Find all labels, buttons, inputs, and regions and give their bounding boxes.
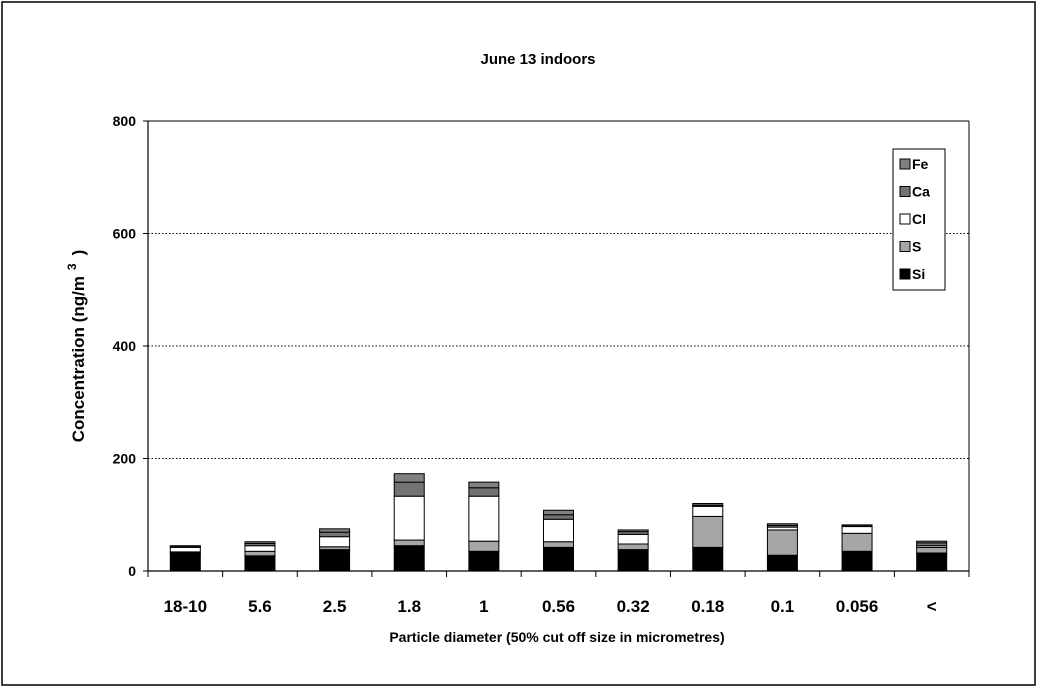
axes [143, 120, 970, 577]
y-tick-label: 400 [113, 338, 137, 354]
bar-segment-si [393, 545, 425, 572]
bar-segment-fe [916, 540, 948, 544]
bar-segment-s [916, 546, 948, 554]
y-axis-label-close: ) [69, 250, 88, 256]
y-tick-label: 600 [113, 226, 137, 242]
bar-segment-fe [617, 529, 649, 533]
legend-label-si: Si [912, 266, 925, 282]
x-tick-label: 2.5 [323, 597, 347, 616]
bar-segment-cl [169, 546, 201, 553]
bar-segment-s [617, 543, 649, 551]
legend-swatch-fe [899, 158, 911, 170]
bar-segment-s [841, 532, 873, 552]
bar-segment-s [766, 529, 798, 556]
bar-segment-s [692, 515, 724, 548]
y-tick-label: 800 [113, 113, 137, 129]
legend-label-fe: Fe [912, 156, 929, 172]
x-tick-label: 18-10 [164, 597, 207, 616]
bar-segment-ca [393, 481, 425, 497]
y-tick-label: 0 [128, 563, 136, 579]
legend-swatch-si [899, 268, 911, 280]
bar-segment-fe [543, 509, 574, 516]
y-tick-labels: 0 200 400 600 800 [113, 113, 137, 579]
svg-text:Concentration (ng/m3): Concentration (ng/m 3) [65, 250, 88, 443]
chart-title: June 13 indoors [480, 51, 595, 68]
bar-segment-s [468, 540, 500, 552]
x-tick-label: 0.1 [771, 597, 795, 616]
x-tick-label: < [927, 597, 937, 616]
bar-segment-si [543, 546, 574, 572]
bar-segment-si [169, 552, 201, 572]
bar-segment-si [468, 550, 500, 572]
x-tick-label: 0.56 [542, 597, 575, 616]
bar-segment-si [244, 555, 276, 572]
legend: Fe Ca Cl S Si [892, 148, 946, 291]
y-tick-label: 200 [113, 451, 137, 467]
bar-segment-cl [692, 505, 724, 517]
bar-segment-fe [319, 528, 351, 533]
legend-label-cl: Cl [912, 211, 926, 227]
bar-segment-si [766, 554, 798, 572]
bar-segment-si [916, 552, 948, 572]
bar-segment-fe [766, 523, 798, 526]
legend-label-ca: Ca [912, 184, 930, 200]
bar-segment-cl [468, 495, 500, 542]
bar-segment-si [617, 549, 649, 572]
bar-segment-ca [543, 514, 574, 520]
bar-segment-ca [468, 487, 500, 497]
legend-swatch-cl [899, 213, 911, 225]
bar-segment-s [244, 550, 276, 557]
bar-segment-cl [319, 536, 351, 548]
bar-segment-cl [543, 518, 574, 543]
x-tick-label: 5.6 [248, 597, 272, 616]
x-axis-label: Particle diameter (50% cut off size in m… [389, 629, 724, 645]
y-axis-label: Concentration (ng/m 3) [65, 250, 88, 443]
x-tick-label: 0.18 [691, 597, 724, 616]
bar-segment-cl [393, 495, 425, 541]
x-tick-label: 1 [479, 597, 488, 616]
bar-segment-fe [468, 481, 500, 489]
bar-segment-cl [841, 526, 873, 534]
x-tick-label: 0.056 [836, 597, 879, 616]
bar-segment-fe [841, 524, 873, 527]
x-tick-labels: 18-10 5.6 2.5 1.8 1 0.56 0.32 0.18 0.1 0.056 < [164, 597, 937, 616]
y-axis-label-superscript: 3 [65, 263, 79, 270]
bar-segment-fe [393, 473, 425, 483]
x-tick-label: 0.32 [617, 597, 650, 616]
bar-segment-si [841, 550, 873, 572]
legend-label-s: S [912, 239, 921, 255]
bar-segment-si [319, 549, 351, 572]
legend-swatch-s [899, 241, 911, 252]
bar-segment-fe [244, 541, 276, 544]
bar-segment-cl [617, 533, 649, 545]
bar-segment-cl [244, 545, 276, 552]
bar-segment-si [692, 546, 724, 572]
bar-segment-ca [319, 531, 351, 538]
y-axis-label-main: Concentration (ng/m [69, 276, 88, 442]
bar-segment-s [543, 541, 574, 548]
bar-segment-fe [692, 503, 724, 506]
bars [169, 473, 948, 572]
bar-segment-s [393, 539, 425, 547]
bar-segment-fe [169, 545, 201, 548]
x-tick-label: 1.8 [397, 597, 421, 616]
legend-swatch-ca [899, 186, 911, 197]
